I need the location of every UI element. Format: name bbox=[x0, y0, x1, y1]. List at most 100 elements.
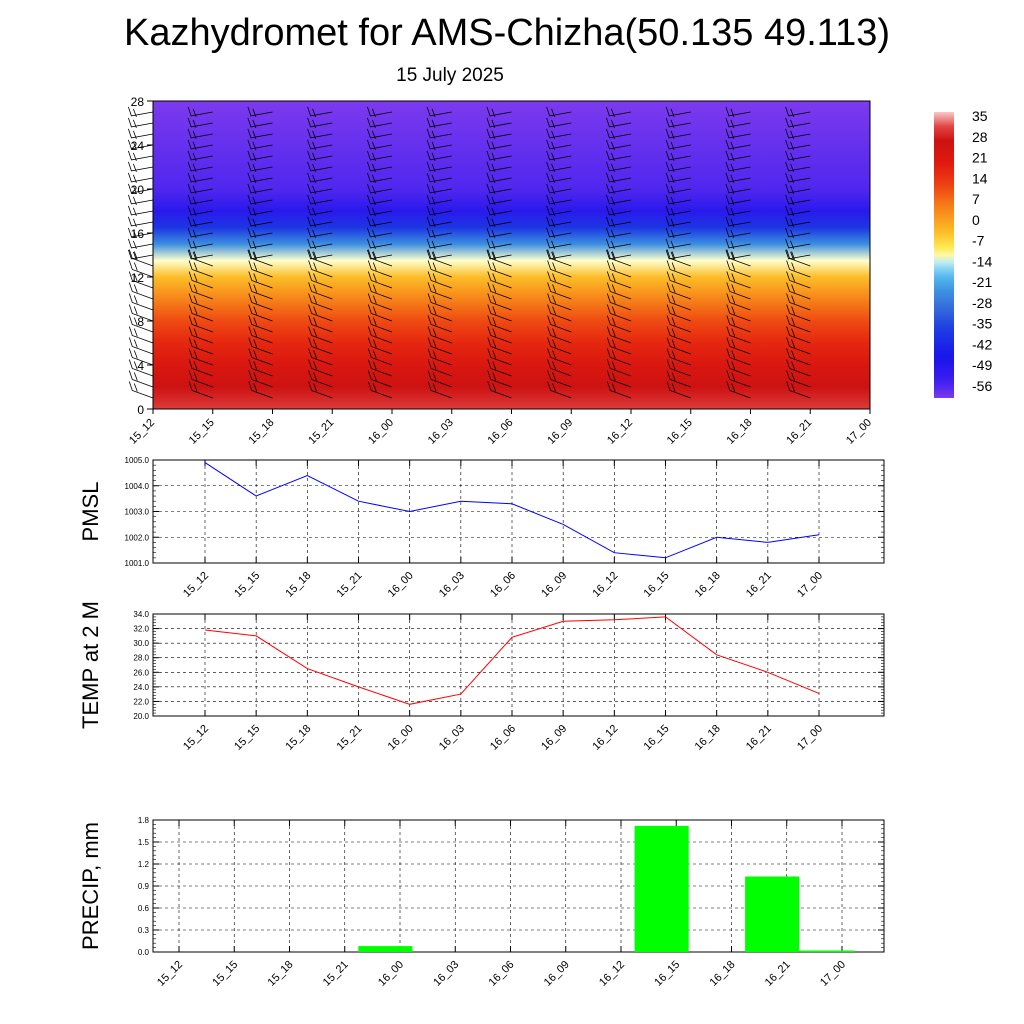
wind-barb bbox=[666, 304, 691, 322]
x-tick-label: 16_00 bbox=[366, 417, 396, 447]
wind-barb bbox=[247, 216, 273, 228]
wind-barb bbox=[128, 150, 154, 162]
wind-barb bbox=[367, 348, 393, 366]
wind-barb bbox=[547, 348, 572, 366]
wind-barb bbox=[247, 205, 273, 217]
wind-barb bbox=[367, 282, 393, 300]
wind-barb bbox=[308, 359, 333, 377]
wind-barb bbox=[786, 381, 811, 399]
wind-barb bbox=[725, 227, 751, 239]
wind-barb bbox=[128, 282, 154, 300]
chart-subtitle: 15 July 2025 bbox=[396, 65, 504, 86]
x-tick-label: 16_03 bbox=[426, 417, 456, 447]
wind-barb bbox=[367, 370, 393, 388]
y-tick-label: 0.9 bbox=[138, 882, 150, 891]
wind-barb bbox=[307, 183, 333, 195]
x-tick-label: 16_12 bbox=[597, 959, 627, 989]
wind-barb bbox=[248, 337, 273, 355]
wind-barb bbox=[487, 326, 512, 344]
wind-barb bbox=[307, 216, 333, 228]
pmsl-panel: 1001.0 1002.0 1003.0 1004.0 1005.0 15_12 15_15… bbox=[78, 456, 885, 600]
wind-barb bbox=[487, 381, 512, 399]
wind-barb bbox=[247, 227, 273, 239]
wind-barb bbox=[487, 315, 512, 333]
wind-barb bbox=[367, 128, 393, 140]
wind-barb bbox=[547, 304, 572, 322]
wind-barb bbox=[786, 337, 811, 355]
colorbar-label: -21 bbox=[972, 274, 992, 290]
wind-barb bbox=[187, 161, 213, 173]
wind-barb bbox=[187, 183, 213, 195]
precip-bar bbox=[358, 946, 413, 952]
wind-barb bbox=[665, 117, 691, 129]
wind-barb bbox=[785, 205, 811, 217]
wind-barb bbox=[427, 293, 452, 311]
y-tick-label: 1.8 bbox=[138, 816, 150, 825]
wind-barb bbox=[547, 282, 572, 300]
wind-barb bbox=[785, 150, 811, 162]
wind-barb bbox=[308, 293, 333, 311]
wind-barb bbox=[546, 117, 572, 129]
wind-barb bbox=[247, 117, 273, 129]
wind-barb bbox=[487, 260, 512, 278]
wind-barb bbox=[665, 172, 691, 184]
wind-barb bbox=[307, 161, 333, 173]
x-tick-label: 16_18 bbox=[725, 417, 755, 447]
y-tick-label: 0.0 bbox=[138, 948, 150, 957]
wind-barb bbox=[726, 315, 751, 333]
wind-barb bbox=[188, 326, 213, 344]
wind-barb bbox=[308, 370, 333, 388]
wind-barb bbox=[367, 249, 393, 261]
wind-barb bbox=[307, 106, 333, 118]
wind-barb bbox=[726, 348, 751, 366]
wind-barb bbox=[725, 249, 751, 261]
x-tick-label: 15_21 bbox=[335, 570, 365, 600]
wind-barb bbox=[188, 271, 213, 289]
wind-barb bbox=[426, 249, 452, 261]
wind-barb bbox=[128, 359, 154, 377]
wind-barb bbox=[247, 161, 273, 173]
wind-barb bbox=[128, 293, 154, 311]
wind-barb bbox=[367, 315, 393, 333]
wind-barb bbox=[486, 227, 512, 239]
colorbar-label: -56 bbox=[972, 378, 992, 394]
x-tick-label: 16_18 bbox=[693, 723, 723, 753]
precip-bar bbox=[634, 825, 689, 952]
wind-barb bbox=[367, 293, 393, 311]
x-tick-label: 16_06 bbox=[486, 417, 516, 447]
wind-barb bbox=[248, 348, 273, 366]
wind-barb bbox=[128, 161, 154, 173]
wind-barb bbox=[128, 216, 154, 228]
x-tick-label: 15_21 bbox=[321, 959, 351, 989]
y-tick-label: 26.0 bbox=[133, 668, 149, 677]
wind-barb bbox=[426, 150, 452, 162]
wind-barb bbox=[726, 326, 751, 344]
wind-barb bbox=[367, 117, 393, 129]
wind-barb bbox=[426, 238, 452, 250]
x-tick-label: 16_15 bbox=[652, 959, 682, 989]
wind-barb bbox=[128, 183, 154, 195]
wind-barb bbox=[546, 161, 572, 173]
wind-barb bbox=[128, 238, 154, 250]
wind-barb bbox=[486, 117, 512, 129]
wind-barb bbox=[606, 381, 632, 399]
wind-barb bbox=[187, 205, 213, 217]
wind-barb bbox=[367, 183, 393, 195]
wind-barb bbox=[188, 370, 213, 388]
wind-barb bbox=[367, 238, 393, 250]
wind-barb bbox=[308, 337, 333, 355]
wind-barb bbox=[426, 172, 452, 184]
wind-barb bbox=[486, 128, 512, 140]
wind-barb bbox=[606, 326, 632, 344]
wind-barb bbox=[128, 227, 154, 239]
x-tick-label: 16_12 bbox=[590, 570, 620, 600]
wind-barb bbox=[128, 326, 154, 344]
wind-barb bbox=[606, 348, 632, 366]
y-tick-label: 20 bbox=[131, 183, 145, 197]
x-tick-label: 15_21 bbox=[306, 417, 336, 447]
wind-barb bbox=[786, 260, 811, 278]
wind-barb bbox=[785, 161, 811, 173]
wind-barb bbox=[426, 205, 452, 217]
wind-barb bbox=[367, 337, 393, 355]
wind-barb bbox=[666, 282, 691, 300]
